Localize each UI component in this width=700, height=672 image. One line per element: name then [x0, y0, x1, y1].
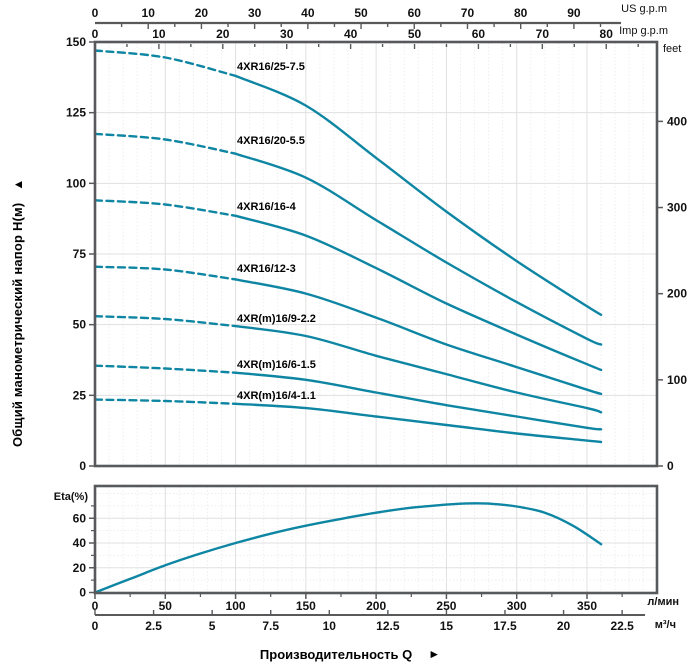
us-gpm-tick-label: 90	[567, 6, 581, 20]
lpm-tick-label: 300	[507, 599, 527, 613]
m3h-tick-label: 0	[92, 619, 99, 633]
m3h-tick-label: 5	[209, 619, 216, 633]
eta-tick-label: 20	[73, 561, 87, 575]
m3h-tick-label: 17.5	[493, 619, 517, 633]
imp-gpm-tick-label: 20	[216, 27, 230, 41]
us-gpm-tick-label: 0	[92, 6, 99, 20]
head-tick-label: 125	[66, 106, 86, 120]
curve-label-4xr-m-16-4-1-1: 4XR(m)16/4-1.1	[237, 390, 316, 402]
us-gpm-unit-label: US g.p.m	[621, 3, 667, 15]
curve-4xr-m-16-6-1-5-dashed	[93, 364, 237, 374]
curve-4xr-m-16-9-2-2-dashed	[93, 315, 237, 328]
head-tick-label: 75	[73, 247, 87, 261]
m3h-tick-label: 2.5	[145, 619, 162, 633]
curve-4xr16-12-3-dashed	[93, 265, 237, 281]
feet-tick-label: 0	[667, 459, 674, 473]
us-gpm-tick-label: 20	[195, 6, 209, 20]
m3h-unit-label: м³/ч	[654, 619, 676, 631]
curve-4xr16-20-5-5-dashed	[93, 132, 237, 155]
y-axis-title: Общий манометрический напор Н(м) ▲	[10, 179, 25, 447]
m3h-tick-label: 22.5	[610, 619, 634, 633]
eta-plot-border	[93, 484, 659, 595]
curve-label-4xr-m-16-9-2-2: 4XR(m)16/9-2.2	[237, 313, 316, 325]
curve-label-4xr16-16-4: 4XR16/16-4	[237, 201, 296, 213]
lpm-tick-label: 200	[366, 599, 386, 613]
curve-4xr-m-16-4-1-1-dashed	[93, 398, 237, 405]
imp-gpm-tick-label: 10	[152, 27, 166, 41]
head-tick-label: 50	[73, 318, 87, 332]
lpm-tick-label: 50	[159, 599, 173, 613]
curve-4xr-m-16-6-1-5	[234, 371, 603, 431]
up-arrow-icon: ▲	[11, 178, 25, 191]
feet-tick-label: 400	[667, 114, 687, 128]
lpm-tick-label: 250	[436, 599, 456, 613]
head-tick-label: 25	[73, 388, 87, 402]
curve-4xr-m-16-9-2-2	[234, 324, 603, 414]
imp-gpm-tick-label: 30	[280, 27, 294, 41]
lpm-unit-label: л/мин	[647, 596, 679, 608]
eta-tick-label: 40	[73, 536, 87, 550]
imp-gpm-tick-label: 80	[600, 27, 614, 41]
m3h-tick-label: 7.5	[262, 619, 279, 633]
feet-tick-label: 200	[667, 287, 687, 301]
curve-4xr16-16-4	[234, 214, 603, 372]
curve-4xr16-25-7-5	[234, 74, 603, 316]
x-axis-title: Производительность Q ►	[0, 647, 700, 662]
curve-label-4xr16-25-7-5: 4XR16/25-7.5	[237, 61, 305, 73]
x-axis-title-text: Производительность Q	[259, 647, 413, 662]
us-gpm-tick-label: 70	[461, 6, 475, 20]
feet-unit-label: feet	[663, 43, 682, 55]
us-gpm-tick-label: 60	[408, 6, 422, 20]
m3h-tick-label: 15	[440, 619, 454, 633]
lpm-tick-label: 0	[92, 599, 99, 613]
eta-tick-label: 0	[79, 586, 86, 600]
curve-label-4xr16-20-5-5: 4XR16/20-5.5	[237, 135, 305, 147]
feet-tick-label: 100	[667, 373, 687, 387]
m3h-tick-label: 20	[557, 619, 571, 633]
right-arrow-icon: ►	[428, 647, 441, 661]
curve-4xr-m-16-4-1-1	[234, 402, 603, 444]
feet-tick-label: 300	[667, 201, 687, 215]
curve-label-4xr16-12-3: 4XR16/12-3	[237, 263, 296, 275]
us-gpm-tick-label: 10	[142, 6, 156, 20]
curve-4xr16-16-4-dashed	[93, 199, 237, 217]
lpm-tick-label: 100	[226, 599, 246, 613]
curve-4xr16-12-3	[234, 278, 603, 396]
imp-gpm-tick-label: 40	[344, 27, 358, 41]
head-tick-label: 100	[66, 176, 86, 190]
imp-gpm-tick-label: 50	[408, 27, 422, 41]
eta-unit-label: Eta(%)	[53, 491, 88, 503]
curve-eta	[93, 502, 603, 594]
imp-gpm-unit-label: Imp g.p.m	[619, 25, 668, 37]
us-gpm-tick-label: 80	[514, 6, 528, 20]
imp-gpm-tick-label: 60	[472, 27, 486, 41]
curve-label-4xr-m-16-6-1-5: 4XR(m)16/6-1.5	[237, 359, 316, 371]
head-tick-label: 0	[79, 459, 86, 473]
curve-4xr16-20-5-5	[234, 152, 603, 346]
lpm-tick-label: 350	[577, 599, 597, 613]
y-axis-title-text: Общий манометрический напор Н(м)	[10, 202, 25, 447]
curve-4xr16-25-7-5-dashed	[93, 49, 237, 78]
m3h-tick-label: 12.5	[376, 619, 400, 633]
head-tick-label: 150	[66, 35, 86, 49]
us-gpm-tick-label: 50	[354, 6, 368, 20]
eta-tick-label: 60	[73, 511, 87, 525]
lpm-tick-label: 150	[296, 599, 316, 613]
us-gpm-tick-label: 40	[301, 6, 315, 20]
imp-gpm-tick-label: 70	[536, 27, 550, 41]
m3h-tick-label: 10	[323, 619, 337, 633]
us-gpm-tick-label: 30	[248, 6, 262, 20]
imp-gpm-tick-label: 0	[92, 27, 99, 41]
